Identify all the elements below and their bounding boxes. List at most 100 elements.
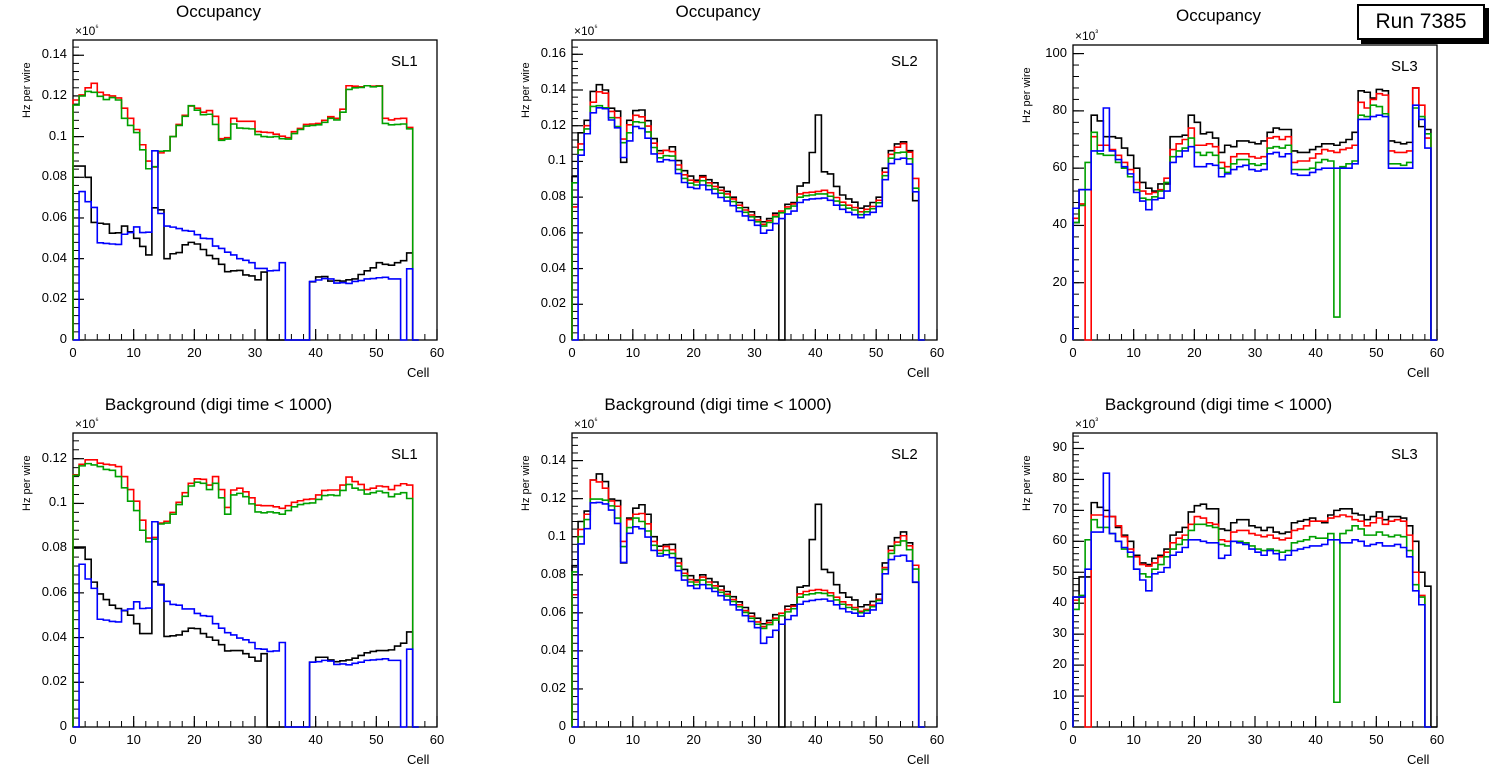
y-axis-title-occupancy-sl3: Hz per wire xyxy=(1021,67,1033,123)
y-tick-label: 60 xyxy=(1052,532,1067,548)
y-tick-label: 0.06 xyxy=(540,223,566,239)
x-tick-label: 50 xyxy=(868,345,884,360)
y-tick-label: 0.04 xyxy=(41,249,67,265)
x-axis-title-occupancy-sl2: Cell xyxy=(907,365,930,380)
y-axis-title-occupancy-sl2: Hz per wire xyxy=(520,62,532,118)
x-axis-title-background-sl1: Cell xyxy=(407,752,430,767)
x-tick-label: 40 xyxy=(808,732,823,747)
x-tick-label: 40 xyxy=(808,345,823,360)
x-tick-label: 40 xyxy=(1308,345,1323,360)
series-layer4-occupancy-sl2 xyxy=(572,107,925,341)
x-tick-label: 0 xyxy=(69,345,77,360)
y-tick-label: 80 xyxy=(1052,101,1067,117)
y-tick-label: 0 xyxy=(1059,331,1067,346)
x-tick-label: 40 xyxy=(308,345,323,360)
y-tick-label: 0.02 xyxy=(41,290,67,306)
series-layer1-background-sl3 xyxy=(1072,501,1437,728)
x-tick-label: 10 xyxy=(126,732,141,747)
series-layer3-background-sl2 xyxy=(571,498,925,728)
series-layer1-occupancy-sl3 xyxy=(1072,87,1437,341)
y-tick-label: 0.1 xyxy=(547,527,566,543)
y-tick-label: 0 xyxy=(59,718,67,733)
y-tick-label: 0.1 xyxy=(48,127,67,143)
series-layer2-background-sl2 xyxy=(571,479,925,728)
y-tick-label: 20 xyxy=(1052,273,1067,289)
x-tick-label: 40 xyxy=(1308,732,1323,747)
x-tick-label: 30 xyxy=(747,345,762,360)
y-axis-title-occupancy-sl1: Hz per wire xyxy=(21,62,33,118)
y-axis-exponent-occupancy-sl1: ×10⁶ xyxy=(75,23,99,38)
y-tick-label: 0.08 xyxy=(41,168,67,184)
y-tick-label: 0.12 xyxy=(41,449,67,465)
y-tick-label: 0 xyxy=(558,718,566,733)
y-tick-label: 0.08 xyxy=(540,188,566,204)
y-tick-label: 0.16 xyxy=(540,45,566,61)
y-tick-label: 60 xyxy=(1052,159,1067,175)
x-tick-label: 60 xyxy=(929,345,945,360)
y-tick-label: 0.08 xyxy=(540,565,566,581)
y-tick-label: 0.1 xyxy=(547,152,566,168)
panel-title-occupancy-sl2: Occupancy xyxy=(675,2,761,21)
y-tick-label: 0.1 xyxy=(48,494,67,510)
x-tick-label: 10 xyxy=(126,345,141,360)
y-tick-label: 0.08 xyxy=(41,539,67,555)
x-tick-label: 50 xyxy=(868,732,884,747)
x-tick-label: 50 xyxy=(369,345,384,360)
x-tick-label: 10 xyxy=(625,345,641,360)
x-tick-label: 60 xyxy=(1429,732,1445,747)
superlayer-label-sl2: SL2 xyxy=(891,53,918,70)
x-tick-label: 0 xyxy=(69,732,77,747)
x-tick-label: 60 xyxy=(429,345,445,360)
x-tick-label: 20 xyxy=(1187,345,1202,360)
x-tick-label: 0 xyxy=(568,345,576,360)
panel-title-background-sl3: Background (digi time < 1000) xyxy=(1104,395,1333,414)
y-tick-label: 30 xyxy=(1052,625,1067,641)
x-axis-title-occupancy-sl1: Cell xyxy=(407,365,430,380)
y-tick-label: 50 xyxy=(1052,563,1067,579)
y-tick-label: 100 xyxy=(1045,44,1067,60)
series-layer1-background-sl1 xyxy=(72,546,419,728)
y-tick-label: 0.02 xyxy=(540,679,566,695)
y-tick-label: 0 xyxy=(59,331,67,346)
y-axis-exponent-occupancy-sl2: ×10⁶ xyxy=(574,23,598,38)
y-tick-label: 0.06 xyxy=(41,208,67,224)
y-axis-exponent-background-sl1: ×10⁶ xyxy=(75,416,99,431)
y-axis-title-background-sl2: Hz per wire xyxy=(520,455,532,511)
y-tick-label: 20 xyxy=(1052,656,1067,672)
y-tick-label: 0.14 xyxy=(540,81,566,96)
y-tick-label: 90 xyxy=(1052,439,1067,455)
y-tick-label: 0.04 xyxy=(540,641,566,657)
y-tick-label: 10 xyxy=(1052,687,1067,703)
series-layer3-occupancy-sl3 xyxy=(1072,104,1437,341)
y-axis-title-background-sl3: Hz per wire xyxy=(1021,455,1033,511)
x-tick-label: 60 xyxy=(429,732,445,747)
series-layer4-background-sl2 xyxy=(572,501,925,728)
x-axis-title-background-sl2: Cell xyxy=(907,752,930,767)
x-tick-label: 50 xyxy=(1369,345,1384,360)
y-tick-label: 0.06 xyxy=(540,603,566,619)
y-tick-label: 40 xyxy=(1052,594,1067,610)
y-tick-label: 0.12 xyxy=(41,86,67,102)
y-axis-exponent-occupancy-sl3: ×10³ xyxy=(1075,28,1099,43)
run-number-badge: Run 7385 xyxy=(1357,4,1485,40)
y-tick-label: 0.04 xyxy=(540,259,566,275)
x-tick-label: 20 xyxy=(187,732,202,747)
series-layer4-background-sl3 xyxy=(1072,472,1431,728)
x-tick-label: 30 xyxy=(247,732,263,747)
series-layer1-background-sl2 xyxy=(571,473,925,728)
x-tick-label: 50 xyxy=(369,732,384,747)
x-axis-title-occupancy-sl3: Cell xyxy=(1407,365,1430,380)
y-tick-label: 40 xyxy=(1052,216,1067,232)
x-tick-label: 30 xyxy=(1247,345,1263,360)
series-layer3-background-sl3 xyxy=(1072,518,1431,728)
